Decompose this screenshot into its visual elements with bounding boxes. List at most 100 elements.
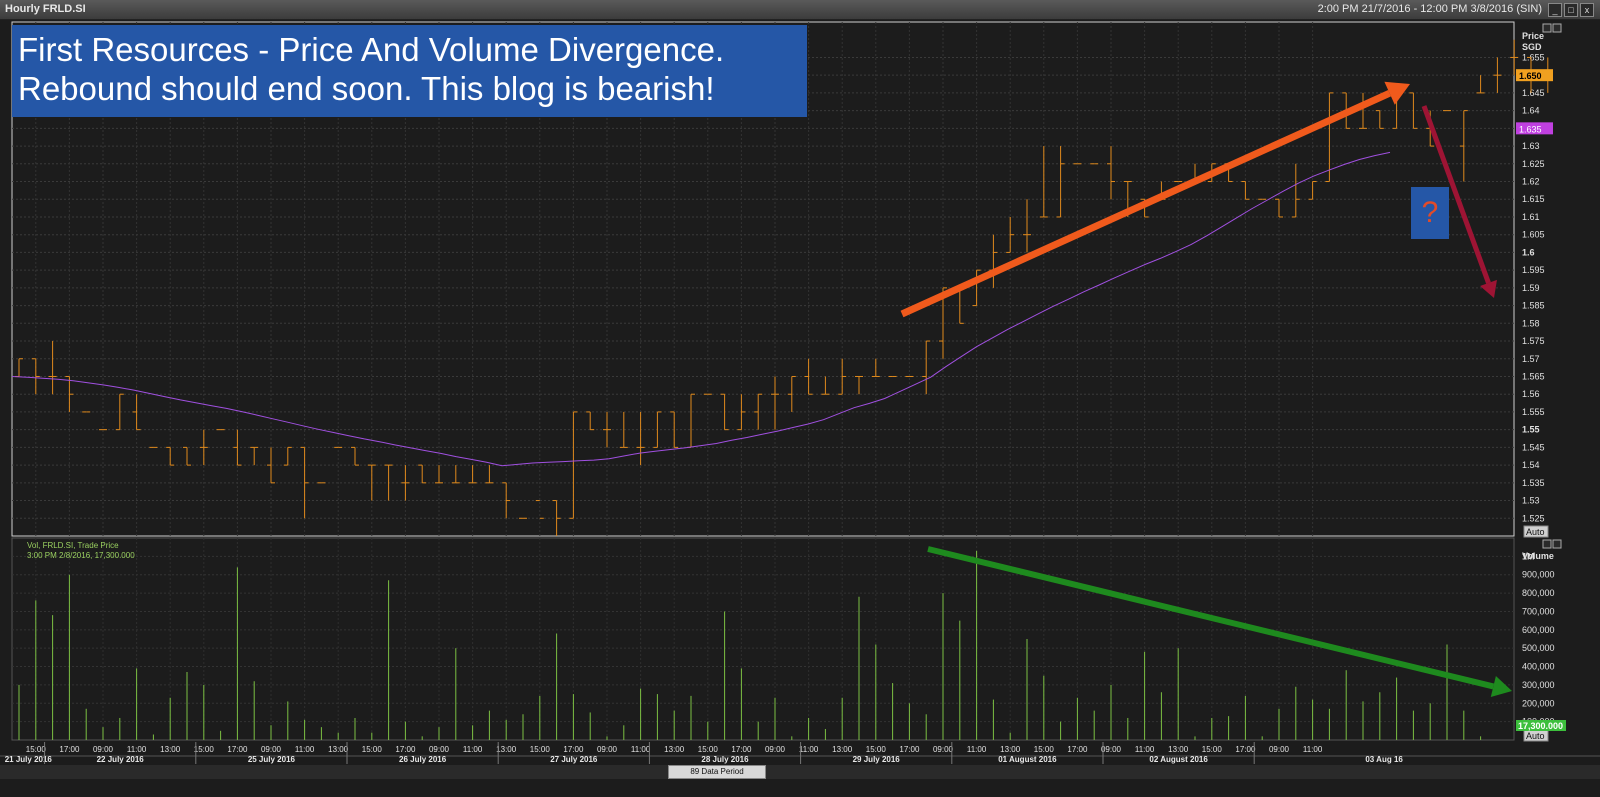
price-tick-label: 1.54 bbox=[1522, 460, 1540, 470]
last-volume-tag-label: 17,300.000 bbox=[1518, 721, 1563, 731]
time-tick-label: 11:00 bbox=[1303, 745, 1323, 754]
window-titlebar: Hourly FRLD.SI 2:00 PM 21/7/2016 - 12:00… bbox=[0, 0, 1600, 20]
price-tick-label: 1.55 bbox=[1522, 425, 1540, 435]
ohlc-bar bbox=[552, 500, 561, 536]
time-tick-label: 17:00 bbox=[899, 745, 920, 754]
price-tick-label: 1.545 bbox=[1522, 442, 1545, 452]
ohlc-bar bbox=[283, 446, 292, 466]
ohlc-bar bbox=[670, 411, 679, 448]
ohlc-bar bbox=[720, 393, 729, 431]
price-tick-label: 1.605 bbox=[1522, 230, 1545, 240]
panel-restore-button bbox=[1542, 23, 1552, 33]
annotation-line-1: First Resources - Price And Volume Diver… bbox=[18, 31, 725, 68]
price-uptrend-arrow bbox=[900, 81, 1410, 318]
volume-tick-label: 600,000 bbox=[1522, 625, 1555, 635]
volume-downtrend-arrow-head bbox=[1490, 675, 1512, 697]
ohlc-bar bbox=[166, 446, 175, 466]
ohlc-bar bbox=[1493, 57, 1502, 93]
price-tick-label: 1.57 bbox=[1522, 354, 1540, 364]
time-tick-label: 09:00 bbox=[597, 745, 618, 754]
time-tick-label: 11:00 bbox=[967, 745, 987, 754]
day-label: 21 July 2016 bbox=[5, 755, 53, 764]
moving-average-line bbox=[11, 151, 1391, 467]
time-tick-label: 15:00 bbox=[530, 745, 551, 754]
last-price-tag bbox=[1516, 69, 1553, 82]
ohlc-bar bbox=[653, 411, 662, 448]
minimize-button[interactable]: _ bbox=[1548, 3, 1562, 17]
volume-tick-label: 1M bbox=[1522, 551, 1535, 561]
ohlc-bar bbox=[939, 287, 947, 359]
volume-tick-label: 300,000 bbox=[1522, 680, 1555, 690]
price-tick-label: 1.585 bbox=[1522, 301, 1545, 311]
ohlc-bar bbox=[535, 500, 544, 519]
volume-bars bbox=[18, 550, 1482, 740]
volume-tick-label: 500,000 bbox=[1522, 643, 1555, 653]
ohlc-bar bbox=[871, 358, 880, 377]
time-tick-label: 17:00 bbox=[59, 745, 80, 754]
time-tick-label: 17:00 bbox=[395, 745, 416, 754]
ohlc-bar bbox=[502, 482, 511, 519]
last-price-tag-label: 1.650 bbox=[1519, 71, 1542, 81]
price-tick-label: 1.555 bbox=[1522, 407, 1545, 417]
ohlc-bar bbox=[603, 411, 611, 448]
annotation-line-2: Rebound should end soon. This blog is be… bbox=[18, 70, 715, 107]
close-button[interactable]: x bbox=[1580, 3, 1594, 17]
ohlc-bar bbox=[115, 393, 124, 431]
ohlc-bar bbox=[31, 358, 40, 395]
time-tick-label: 15:00 bbox=[1202, 745, 1223, 754]
ohlc-bar bbox=[451, 465, 460, 484]
ohlc-bar bbox=[619, 411, 628, 448]
price-uptrend-arrow-head bbox=[1384, 81, 1410, 105]
volume-tick-label: 900,000 bbox=[1522, 570, 1555, 580]
day-label: 27 July 2016 bbox=[550, 755, 598, 764]
volume-tick-label: 800,000 bbox=[1522, 588, 1555, 598]
price-tick-label: 1.59 bbox=[1522, 283, 1540, 293]
price-tick-label: 1.62 bbox=[1522, 177, 1540, 187]
time-tick-label: 15:00 bbox=[698, 745, 719, 754]
ohlc-bar bbox=[569, 411, 578, 519]
scroll-strip bbox=[0, 765, 1600, 779]
volume-downtrend-arrow-shaft bbox=[927, 546, 1495, 690]
forecast-down-arrow-shaft bbox=[1421, 105, 1491, 284]
ohlc-bar bbox=[367, 464, 376, 501]
ohlc-bar bbox=[1275, 198, 1283, 218]
panel-close-button bbox=[1552, 539, 1562, 549]
time-tick-label: 09:00 bbox=[1101, 745, 1122, 754]
price-tick-label: 1.535 bbox=[1522, 478, 1545, 488]
ohlc-bar bbox=[586, 411, 595, 431]
time-tick-label: 09:00 bbox=[429, 745, 450, 754]
time-tick-label: 13:00 bbox=[1168, 745, 1189, 754]
day-label: 29 July 2016 bbox=[853, 755, 901, 764]
time-tick-label: 09:00 bbox=[261, 745, 282, 754]
ohlc-bar bbox=[435, 465, 443, 484]
time-tick-label: 09:00 bbox=[93, 745, 114, 754]
ohlc-bar bbox=[855, 375, 863, 395]
ohlc-bar bbox=[1291, 163, 1300, 218]
ohlc-bar bbox=[1241, 181, 1250, 200]
data-period-button[interactable]: 89 Data Period bbox=[668, 765, 766, 779]
ohlc-bar bbox=[1023, 199, 1031, 253]
time-tick-label: 11:00 bbox=[295, 745, 315, 754]
price-auto-button bbox=[1523, 525, 1549, 538]
ohlc-bar bbox=[1375, 110, 1384, 129]
ohlc-bar bbox=[754, 393, 763, 430]
ohlc-bar bbox=[1039, 146, 1048, 218]
ohlc-bar bbox=[183, 446, 191, 466]
ohlc-bar bbox=[351, 446, 359, 466]
price-tick-label: 1.56 bbox=[1522, 389, 1540, 399]
ohlc-bar bbox=[1359, 92, 1367, 129]
ohlc-bar bbox=[233, 429, 242, 466]
price-tick-label: 1.6 bbox=[1522, 247, 1535, 257]
ohlc-bar bbox=[48, 341, 57, 395]
price-tick-label: 1.63 bbox=[1522, 141, 1540, 151]
price-tick-label: 1.625 bbox=[1522, 159, 1545, 169]
time-tick-label: 17:00 bbox=[563, 745, 584, 754]
day-label: 02 August 2016 bbox=[1149, 755, 1208, 764]
date-range: 2:00 PM 21/7/2016 - 12:00 PM 3/8/2016 (S… bbox=[1317, 3, 1542, 15]
ohlc-bar bbox=[1459, 110, 1468, 182]
panel-close-button bbox=[1552, 23, 1562, 33]
day-label: 28 July 2016 bbox=[701, 755, 749, 764]
price-volume-chart[interactable]: 1.525 1.53 1.535 1.54 1.545 1.55 1.555 1.56 1.56… bbox=[0, 19, 1600, 797]
maximize-button[interactable]: □ bbox=[1564, 3, 1578, 17]
price-tick-label: 1.645 bbox=[1522, 88, 1545, 98]
